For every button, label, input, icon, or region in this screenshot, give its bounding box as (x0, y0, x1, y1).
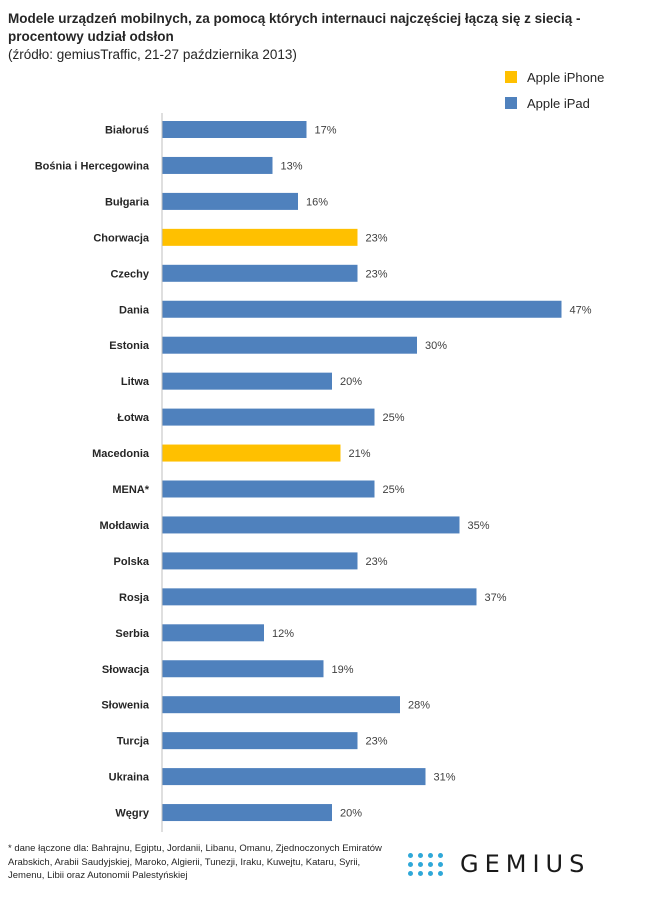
bar (162, 336, 417, 354)
legend-label-iphone: Apple iPhone (527, 69, 605, 85)
category-label: Estonia (109, 340, 150, 352)
bar (162, 300, 562, 318)
data-label: 17% (315, 125, 337, 137)
data-label: 12% (272, 628, 294, 640)
bar (162, 516, 460, 534)
bar (162, 372, 332, 390)
footnote: * dane łączone dla: Bahrajnu, Egiptu, Jo… (8, 843, 382, 881)
bar (162, 804, 332, 822)
data-label: 20% (340, 808, 362, 820)
bar-chart: Białoruś 17% Bośnia i Hercegowina 13% Bułgar… (35, 113, 592, 832)
data-label: 23% (366, 556, 388, 568)
legend-item-iphone: Apple iPhone (505, 64, 604, 90)
chart-title: Modele urządzeń mobilnych, za pomocą któ… (8, 11, 581, 44)
category-label: Serbia (115, 628, 150, 640)
bar (162, 588, 477, 606)
category-label: Polska (114, 556, 150, 568)
category-label: Ukraina (109, 772, 150, 784)
category-label: Dania (119, 304, 150, 316)
category-label: Białoruś (105, 125, 149, 137)
data-label: 20% (340, 376, 362, 388)
data-label: 19% (332, 664, 354, 676)
category-label: Czechy (110, 268, 149, 280)
data-label: 16% (306, 196, 328, 208)
category-label: Węgry (115, 808, 150, 820)
legend-swatch-ipad (505, 97, 517, 109)
category-label: Łotwa (117, 412, 150, 424)
data-label: 23% (366, 268, 388, 280)
bar (162, 480, 375, 498)
bar (162, 408, 375, 426)
category-label: Litwa (121, 376, 150, 388)
bar (162, 228, 358, 246)
bar (162, 660, 324, 678)
gemius-logo: GEMIUS (408, 850, 590, 878)
data-label: 28% (408, 700, 430, 712)
data-label: 47% (570, 304, 592, 316)
legend-label-ipad: Apple iPad (527, 95, 590, 111)
data-label: 31% (434, 772, 456, 784)
data-label: 21% (349, 448, 371, 460)
data-label: 30% (425, 340, 447, 352)
bar (162, 768, 426, 786)
dot-grid-logo-icon (408, 852, 444, 876)
legend-swatch-iphone (505, 71, 517, 83)
bar (162, 156, 273, 174)
category-label: Turcja (117, 736, 150, 748)
chart-header: Modele urządzeń mobilnych, za pomocą któ… (8, 10, 598, 64)
bar (162, 444, 341, 462)
data-label: 37% (485, 592, 507, 604)
category-label: Słowenia (101, 700, 150, 712)
bar (162, 696, 400, 714)
data-label: 25% (383, 412, 405, 424)
category-label: Mołdawia (99, 520, 149, 532)
category-label: MENA* (112, 484, 149, 496)
category-label: Rosja (119, 592, 150, 604)
data-label: 35% (468, 520, 490, 532)
data-label: 25% (383, 484, 405, 496)
bar (162, 264, 358, 282)
data-label: 23% (366, 232, 388, 244)
legend: Apple iPhone Apple iPad (505, 64, 604, 116)
category-label: Macedonia (92, 448, 150, 460)
data-label: 13% (281, 160, 303, 172)
category-label: Chorwacja (93, 232, 150, 244)
bar (162, 624, 264, 642)
bar (162, 552, 358, 570)
bar (162, 192, 298, 210)
bar (162, 732, 358, 750)
category-label: Bułgaria (105, 196, 150, 208)
chart-source: (źródło: gemiusTraffic, 21-27 październi… (8, 47, 297, 62)
data-label: 23% (366, 736, 388, 748)
legend-item-ipad: Apple iPad (505, 90, 604, 116)
bar (162, 121, 307, 138)
category-label: Słowacja (102, 664, 150, 676)
category-label: Bośnia i Hercegowina (35, 160, 150, 172)
logo-text: GEMIUS (460, 850, 591, 878)
